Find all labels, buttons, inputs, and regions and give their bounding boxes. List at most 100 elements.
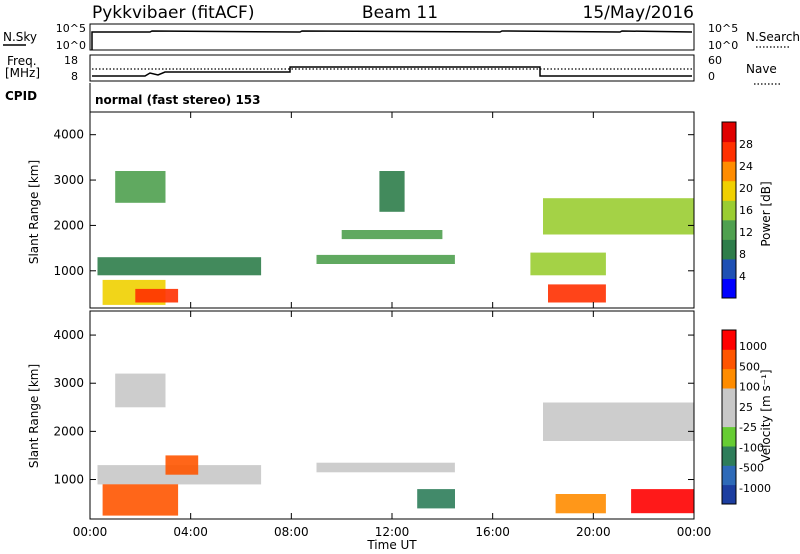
- x-tick-label: 08:00: [274, 525, 309, 539]
- power-colorbar-swatch: [722, 141, 736, 162]
- velocity-region-5: [417, 489, 455, 509]
- power-ytick-label: 4000: [53, 128, 84, 142]
- power-colorbar-swatch: [722, 161, 736, 182]
- velocity-colorbar-swatch: [722, 330, 736, 350]
- velocity-region-2: [165, 455, 199, 475]
- power-ylabel: Slant Range [km]: [27, 160, 41, 264]
- velocity-colorbar-swatch: [722, 446, 736, 466]
- noise-sky-label: N.Sky: [3, 30, 37, 44]
- velocity-colorbar-tick: -100: [739, 441, 764, 454]
- power-colorbar-tick: 4: [739, 270, 746, 283]
- velocity-panel: 1000 2000 3000 4000 Slant Range [km] 1000 50…: [27, 310, 773, 520]
- power-colorbar-tick: 24: [739, 160, 753, 173]
- power-colorbar-swatch: [722, 278, 736, 299]
- freq-label-1: Freq.: [7, 54, 37, 68]
- velocity-colorbar-tick: -1000: [739, 482, 771, 495]
- velocity-colorbar-tick: 500: [739, 360, 760, 373]
- power-colorbar-tick: 8: [739, 248, 746, 261]
- velocity-colorbar-tick: 100: [739, 381, 760, 394]
- noise-right-tick-bottom: 10^0: [708, 39, 738, 52]
- power-colorbar-tick: 28: [739, 138, 753, 151]
- velocity-region-8: [631, 489, 694, 514]
- x-axis-label: Time UT: [366, 538, 417, 552]
- power-colorbar-tick: 16: [739, 204, 753, 217]
- power-colorbar-swatch: [722, 122, 736, 143]
- x-tick-label: 12:00: [375, 525, 410, 539]
- noise-trace: [91, 30, 693, 50]
- power-region-3: [115, 171, 166, 203]
- x-tick-label: 00:00: [677, 525, 712, 539]
- velocity-colorbar-swatch: [722, 349, 736, 370]
- power-colorbar-label: Power [dB]: [759, 181, 773, 246]
- x-tick-label: 00:00: [73, 525, 108, 539]
- noise-search-label: N.Search: [746, 30, 800, 44]
- noise-left-tick-top: 10^5: [56, 22, 86, 35]
- velocity-y-axis: 1000 2000 3000 4000: [53, 328, 694, 487]
- power-region-0: [97, 257, 262, 276]
- power-colorbar-swatch: [722, 200, 736, 221]
- velocity-region-6: [555, 494, 606, 514]
- velocity-colorbar-swatch: [722, 407, 736, 428]
- x-tick-label: 20:00: [576, 525, 611, 539]
- power-region-7: [548, 284, 606, 303]
- velocity-colorbar-swatch: [722, 368, 736, 389]
- freq-right-tick-bottom: 0: [708, 70, 715, 83]
- velocity-heatmap: [97, 373, 694, 516]
- velocity-colorbar-label: Velocity [m s⁻¹]: [759, 369, 773, 462]
- noise-panel: N.Sky 10^5 10^0 10^5 10^0 N.Search: [3, 22, 800, 52]
- power-colorbar-swatch: [722, 180, 736, 201]
- freq-panel: Freq. [MHz] 18 8 60 0 Nave: [5, 54, 780, 85]
- power-region-9: [530, 252, 606, 276]
- velocity-colorbar: 1000 500 100 25 -25 -100 -500 -1000: [721, 329, 771, 505]
- velocity-region-7: [543, 402, 694, 441]
- power-colorbar-swatch: [722, 219, 736, 240]
- power-region-5: [341, 230, 443, 240]
- power-colorbar-swatch: [722, 258, 736, 279]
- cpid-text: normal (fast stereo) 153: [95, 93, 261, 107]
- velocity-colorbar-tick: -500: [739, 462, 764, 475]
- time-axis: 00:00 04:00 08:00 12:00 16:00 20:00 00:00: [73, 112, 712, 539]
- power-heatmap: [97, 171, 694, 305]
- power-region-2: [135, 288, 179, 303]
- velocity-colorbar-frame: [721, 329, 737, 505]
- velocity-colorbar-swatch: [722, 465, 736, 486]
- velocity-ytick-label: 4000: [53, 328, 84, 342]
- power-y-axis: 1000 2000 3000 4000: [53, 128, 694, 278]
- noise-left-tick-bottom: 10^0: [56, 39, 86, 52]
- power-colorbar-tick: 20: [739, 182, 753, 195]
- velocity-colorbar-tick: 1000: [739, 340, 767, 353]
- power-ytick-label: 3000: [53, 173, 84, 187]
- velocity-colorbar-swatch: [722, 388, 736, 408]
- velocity-colorbar-swatch: [722, 426, 736, 447]
- velocity-region-1: [102, 484, 179, 516]
- velocity-ytick-label: 2000: [53, 424, 84, 438]
- power-colorbar-swatch: [722, 239, 736, 260]
- velocity-colorbar-tick: 25: [739, 401, 753, 414]
- power-colorbar: 4 8 12 16 20 24 28: [721, 121, 753, 299]
- velocity-ytick-label: 3000: [53, 376, 84, 390]
- x-tick-label: 16:00: [475, 525, 510, 539]
- nave-label: Nave: [746, 62, 777, 76]
- freq-label-2: [MHz]: [5, 66, 40, 80]
- freq-left-tick-bottom: 8: [71, 70, 78, 83]
- station-title: Pykkvibaer (fitACF): [92, 3, 254, 23]
- velocity-region-0: [97, 465, 262, 485]
- date-title: 15/May/2016: [583, 3, 695, 23]
- power-region-6: [379, 171, 405, 212]
- beam-title: Beam 11: [362, 3, 438, 23]
- power-panel: 1000 2000 3000 4000 Slant Range [km] 4 8 12 16…: [27, 111, 773, 309]
- velocity-ytick-label: 1000: [53, 473, 84, 487]
- power-ytick-label: 2000: [53, 218, 84, 232]
- power-colorbar-frame: [721, 121, 737, 299]
- freq-left-tick-top: 18: [64, 54, 78, 67]
- velocity-colorbar-tick: -25: [739, 421, 757, 434]
- power-region-4: [316, 254, 455, 264]
- freq-right-tick-top: 60: [708, 54, 722, 67]
- freq-trace: [92, 66, 692, 77]
- power-ytick-label: 1000: [53, 264, 84, 278]
- velocity-ylabel: Slant Range [km]: [27, 364, 41, 468]
- noise-right-tick-top: 10^5: [708, 22, 738, 35]
- power-region-8: [543, 198, 694, 235]
- velocity-region-3: [115, 373, 166, 408]
